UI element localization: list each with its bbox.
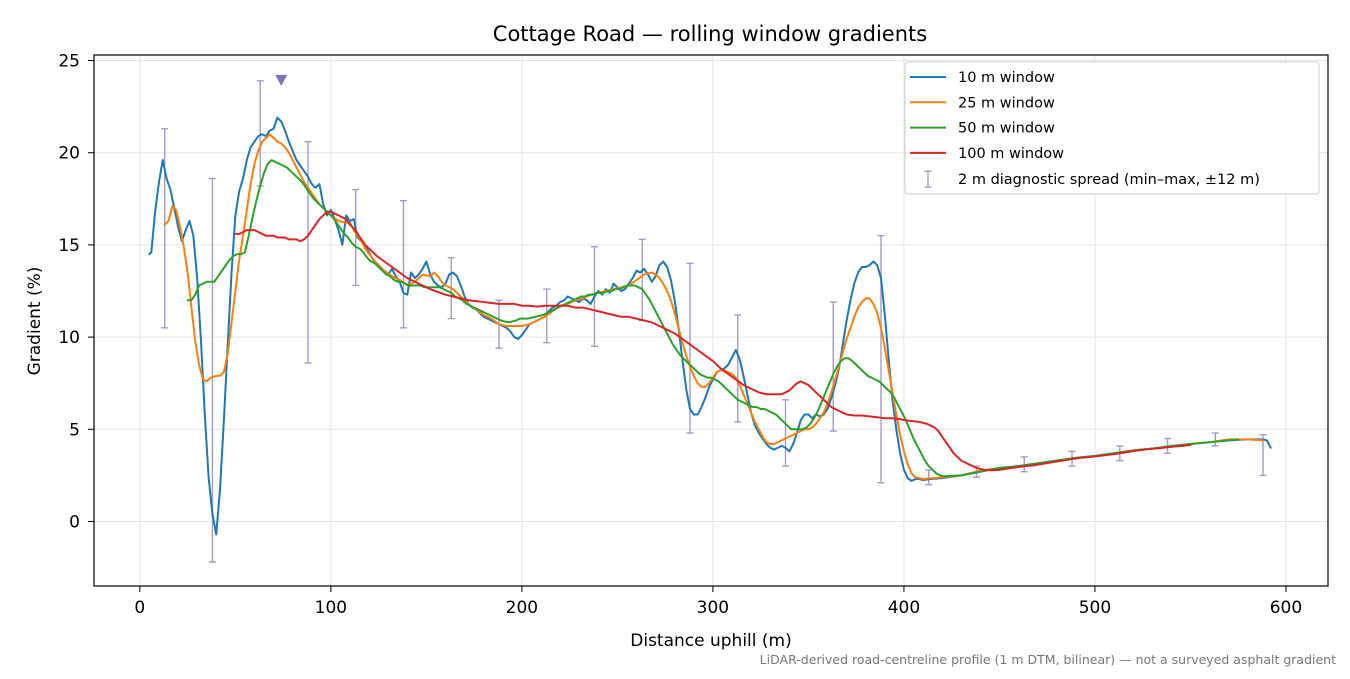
- legend-box: [904, 61, 1320, 195]
- y-tick-label: 15: [58, 236, 80, 256]
- legend-label: 50 m window: [958, 121, 1055, 137]
- grid-lines: [94, 55, 1328, 586]
- errorbar: [1020, 456, 1028, 473]
- plot-frame: [93, 54, 1329, 587]
- axis-ticks: 0 100 200 300 400 500 600 0 5 10 15 20 25: [58, 52, 1302, 618]
- series-lines: [148, 116, 1272, 536]
- errorbar: [734, 314, 742, 423]
- series-line-50-m-window: [186, 159, 1240, 478]
- errorbar: [208, 177, 216, 563]
- legend-label: 10 m window: [958, 70, 1055, 86]
- y-tick-label: 20: [58, 144, 80, 164]
- errorbar: [829, 301, 837, 432]
- x-tick-label: 0: [134, 598, 145, 618]
- errorbar: [925, 469, 933, 486]
- errorbar: [1211, 432, 1219, 447]
- errorbar: [781, 399, 789, 467]
- x-tick-label: 300: [697, 598, 729, 618]
- peak-marker-group: [275, 74, 288, 86]
- x-tick-label: 500: [1079, 598, 1111, 618]
- series-line-25-m-window: [163, 133, 1265, 481]
- x-tick-label: 100: [315, 598, 347, 618]
- errorbar: [352, 188, 360, 287]
- legend-label: 100 m window: [958, 146, 1064, 162]
- x-axis-label: Distance uphill (m): [630, 631, 791, 651]
- y-tick-label: 0: [69, 512, 80, 532]
- y-tick-label: 10: [58, 328, 80, 348]
- x-tick-label: 200: [506, 598, 538, 618]
- x-tick-label: 400: [888, 598, 920, 618]
- legend-label: 2 m diagnostic spread (min–max, ±12 m): [958, 172, 1260, 188]
- footnote: LiDAR-derived road-centreline profile (1…: [760, 652, 1336, 667]
- y-tick-label: 5: [69, 420, 80, 440]
- y-tick-label: 25: [58, 52, 80, 72]
- errorbar: [399, 199, 407, 329]
- series-line-100-m-window: [234, 210, 1192, 472]
- errorbar: [1259, 434, 1267, 477]
- x-tick-label: 600: [1270, 598, 1302, 618]
- errorbar: [161, 128, 169, 329]
- y-axis-label: Gradient (%): [25, 267, 45, 376]
- peak-marker: [275, 74, 288, 86]
- legend-label: 25 m window: [958, 95, 1055, 111]
- legend: 10 m window 25 m window 50 m window 100 m w…: [904, 61, 1320, 195]
- chart-title: Cottage Road — rolling window gradients: [493, 22, 927, 46]
